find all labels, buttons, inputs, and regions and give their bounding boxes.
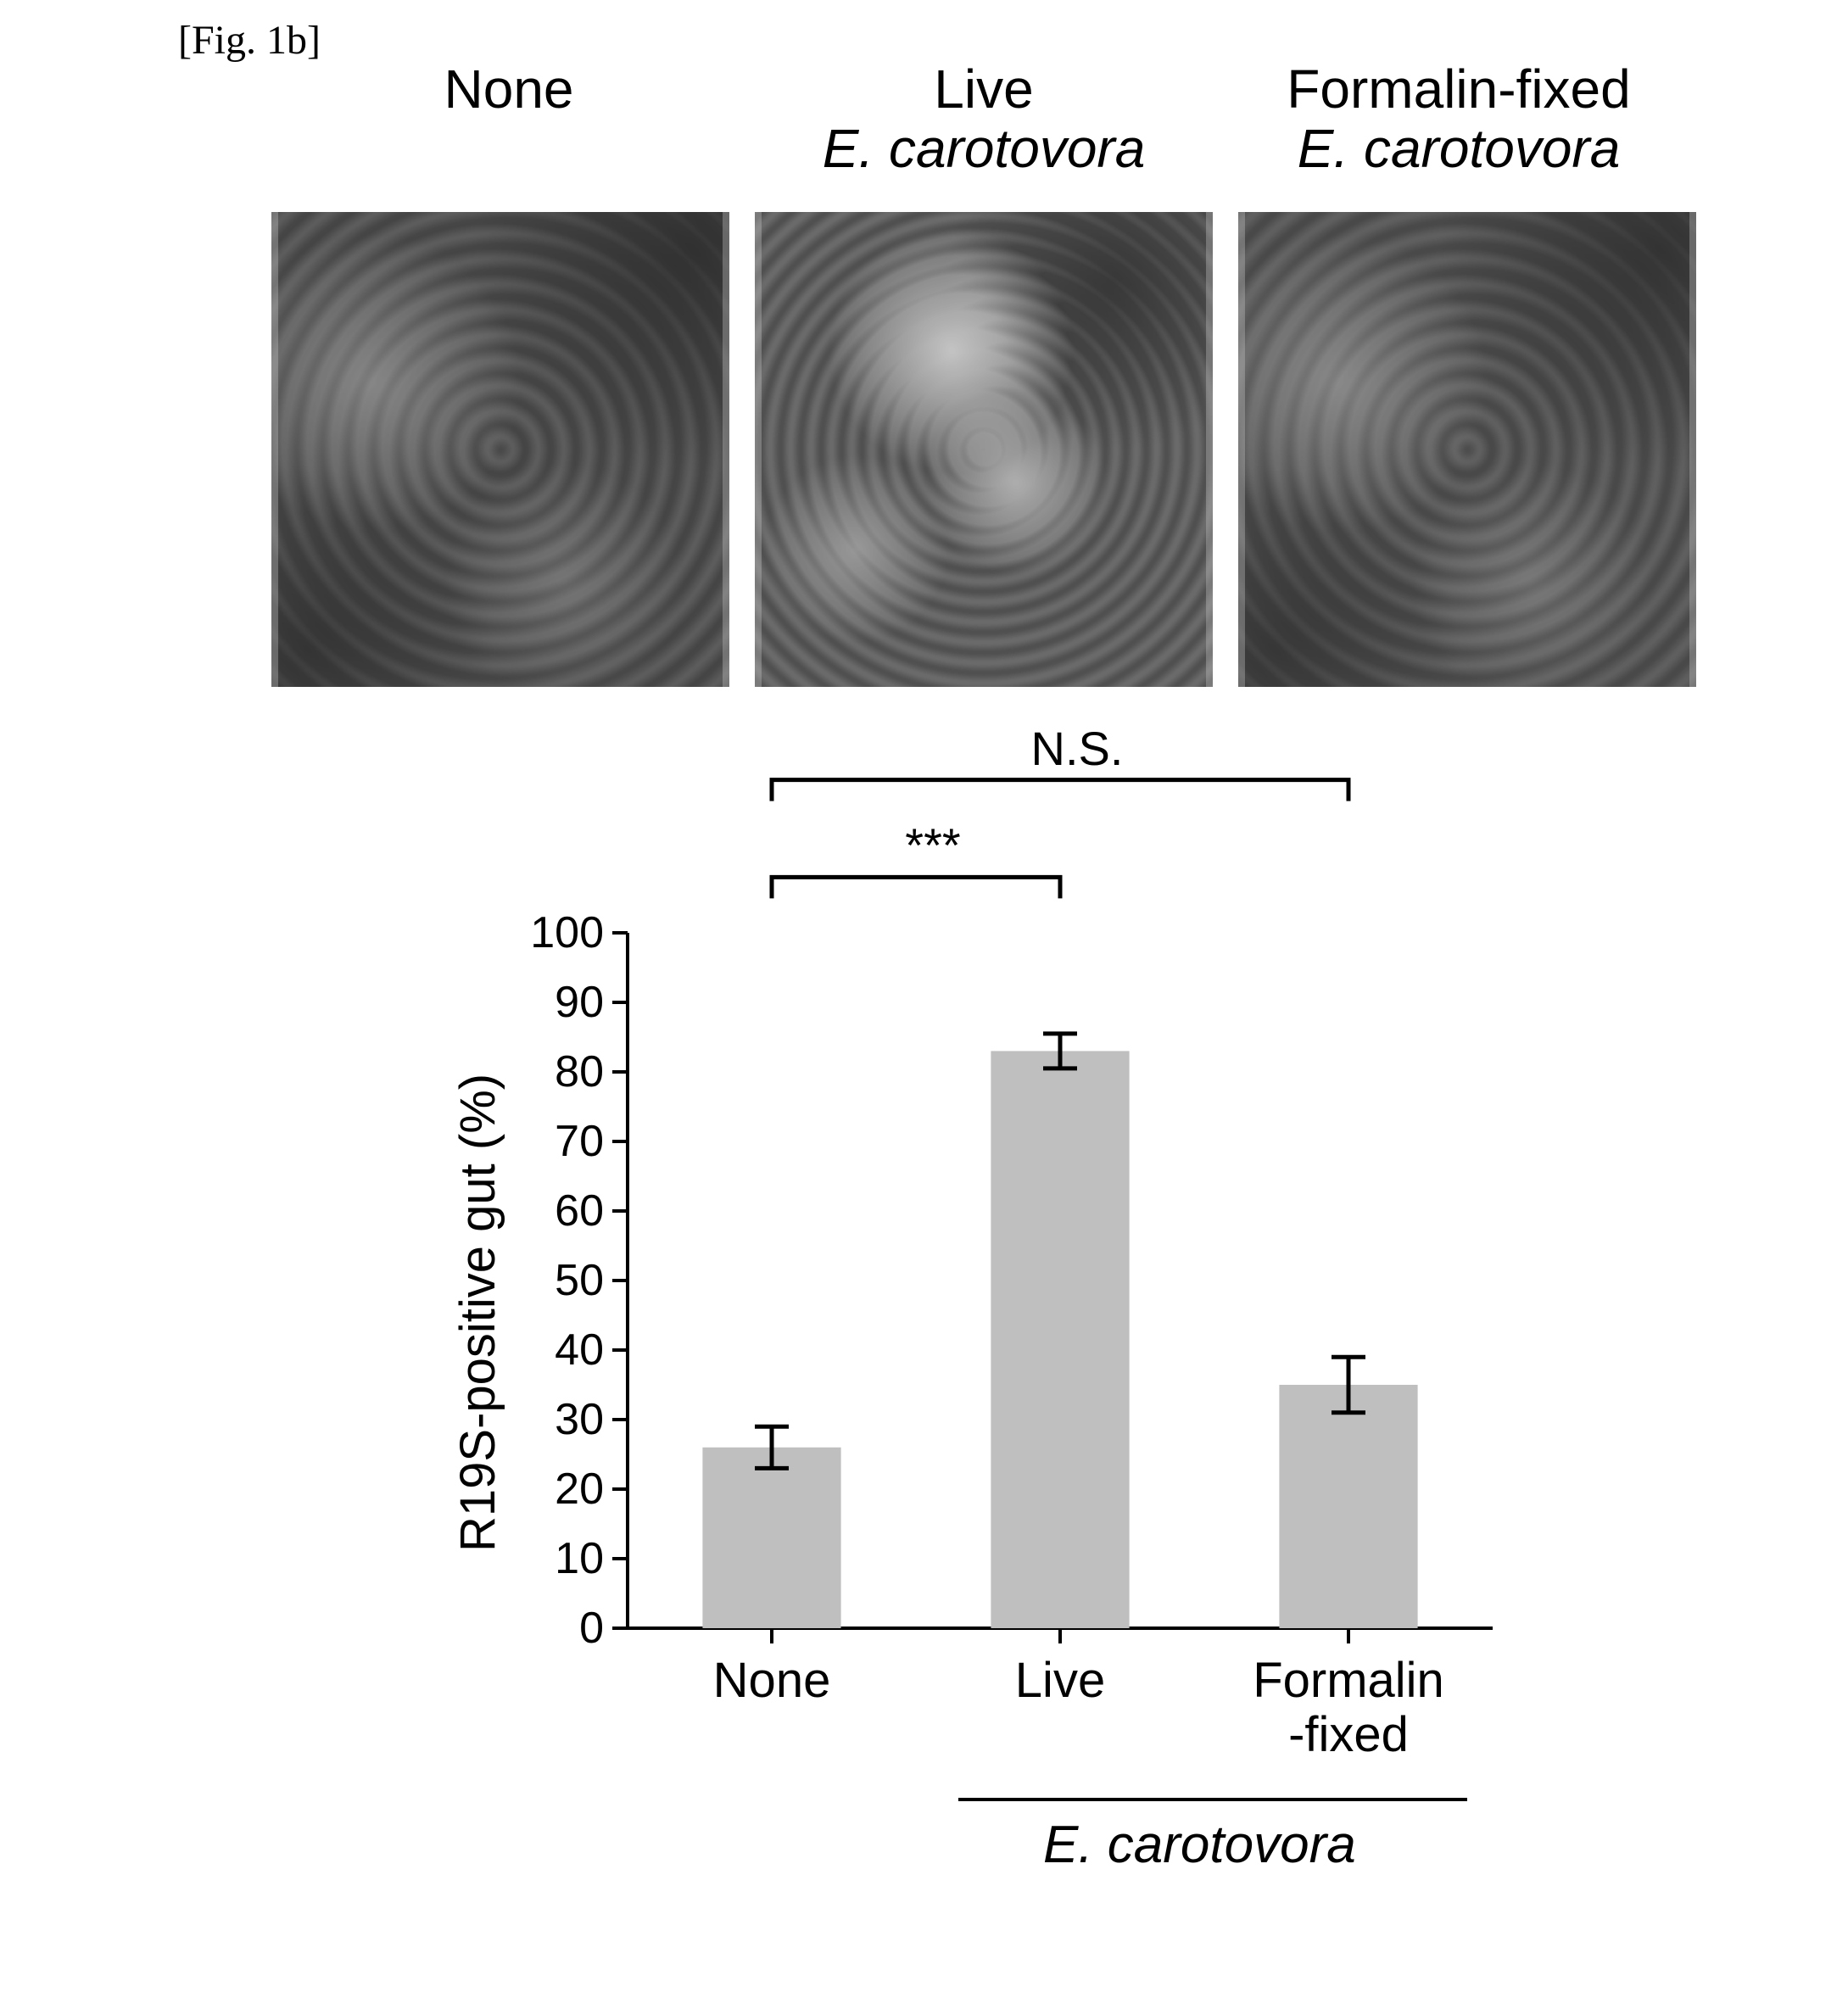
- species-label: E. carotovora: [1043, 1815, 1356, 1875]
- y-tick-label: 30: [528, 1394, 604, 1445]
- y-tick-label: 10: [528, 1533, 604, 1584]
- panel-label-live: Live E. carotovora: [746, 59, 1221, 179]
- panel-labels-row: None Live E. carotovora Formalin-fixed E…: [271, 59, 1696, 179]
- bar-chart: R19S-positive gut (%) 010203040506070809…: [407, 763, 1645, 1967]
- y-tick-label: 0: [528, 1603, 604, 1654]
- panel-label-line2: E. carotovora: [746, 119, 1221, 178]
- species-bracket-line: [958, 1798, 1467, 1801]
- significance-label: ***: [848, 817, 1018, 873]
- y-tick-label: 60: [528, 1186, 604, 1236]
- y-tick-label: 20: [528, 1464, 604, 1515]
- panel-label-none: None: [271, 59, 746, 179]
- panel-label-formalin: Formalin-fixed E. carotovora: [1221, 59, 1696, 179]
- y-tick-label: 90: [528, 977, 604, 1028]
- y-tick-label: 50: [528, 1255, 604, 1306]
- micrograph-formalin: [1238, 212, 1696, 687]
- micrograph-live: [755, 212, 1213, 687]
- x-tick-label: None: [645, 1654, 899, 1708]
- y-tick-label: 80: [528, 1046, 604, 1097]
- micrograph-row: [271, 212, 1696, 687]
- y-tick-label: 40: [528, 1325, 604, 1375]
- figure-label: [Fig. 1b]: [178, 17, 321, 64]
- significance-label: N.S.: [992, 721, 1162, 776]
- panel-label-line1: Live: [746, 59, 1221, 119]
- panel-label-line2: None: [271, 59, 746, 119]
- y-tick-label: 70: [528, 1116, 604, 1167]
- panel-label-line1: Formalin-fixed: [1221, 59, 1696, 119]
- micrograph-none: [271, 212, 729, 687]
- panel-label-line2: E. carotovora: [1221, 119, 1696, 178]
- y-tick-label: 100: [528, 907, 604, 958]
- x-tick-label: Formalin-fixed: [1221, 1654, 1476, 1762]
- x-tick-label: Live: [933, 1654, 1187, 1708]
